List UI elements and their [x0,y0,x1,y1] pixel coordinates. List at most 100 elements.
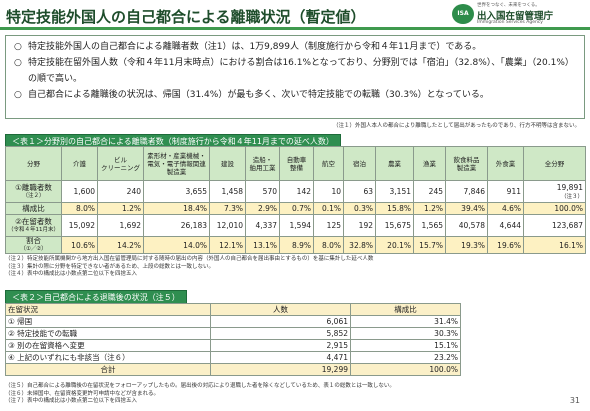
cell: 15.7% [413,236,446,254]
value: 125 [326,221,341,230]
bullet: 自己都合による離職後の状況は、帰国（31.4%）が最も多く、次いで特定技能での転… [14,87,576,103]
value: 7.3% [223,204,243,213]
cell: 8.0% [313,236,344,254]
value: 4,337 [255,221,277,230]
row-label: 構成比 [5,202,62,215]
value: 10 [331,187,341,196]
cell: 23.2% [350,351,461,364]
header-cell: 宿泊 [343,146,376,181]
cell: 6,061 [210,315,351,328]
header-cell: 建設 [209,146,246,181]
value: 1,692 [119,221,141,230]
header-cell: 分野 [5,146,62,181]
cell: 240 [97,180,144,203]
value: 12.1% [219,240,243,250]
cell-note: （注３） [560,194,583,200]
cell: 4,644 [487,214,524,237]
value: 7,846 [463,187,485,196]
cell: 10 [313,180,344,203]
value: 8.0% [75,204,95,213]
value: 1,565 [421,221,443,230]
cell: 15,092 [61,214,98,237]
cell: 39.4% [445,202,488,215]
cell: 1,600 [61,180,98,203]
row-label: 割合 （①／②） [5,236,62,254]
header-cell: 航空 [313,146,344,181]
value: 63 [363,187,373,196]
logo-english: Immigration Services Agency [477,20,543,25]
row-label: ②在留者数 （令和４年11月末） [5,214,62,237]
row-label: ①離職者数 （注２） [5,180,62,203]
cell: 12,010 [209,214,246,237]
cell: 142 [279,180,314,203]
row: ②在留者数 （令和４年11月末） 15,092 1,692 26,183 12,010 4,… [5,214,586,237]
cell: ④ 上記のいずれにも非該当（注６） [5,351,211,364]
value: 1.2% [423,204,443,213]
sublabel: （注２） [22,192,45,199]
value: 16.1% [559,240,583,250]
logo-tagline: 世界をつなぐ、未来をつくる。 [477,3,540,8]
value: 14.2% [117,240,141,250]
value: 245 [428,187,443,196]
value: 2.9% [257,204,277,213]
page-title: 特定技能外国人の自己都合による離職状況（暫定値） [6,8,366,26]
value: 14.0% [183,240,207,250]
header-cell: 農業 [375,146,414,181]
cell: 4,471 [210,351,351,364]
cell: 19,299 [210,363,351,376]
cell: 19.6% [487,236,524,254]
value: 12,010 [216,221,243,230]
value: 8.0% [321,240,341,250]
bullet: 特定技能外国人の自己都合による離職者数（注1）は、1万9,899人（制度施行から… [14,39,576,55]
cell: 1,565 [413,214,446,237]
notes: （注２）特定技能所属機関から地方出入国在留管理局に対する随時の届出の内容（外国人… [5,256,373,279]
value: 142 [296,187,311,196]
cell: 14.2% [97,236,144,254]
table: 分野 介護 ビル クリーニング 素形材・産業機械・ 電気・電子情報関連 製造業 建設 造船… [5,146,586,254]
cell: 32.8% [343,236,376,254]
value: 4,644 [499,221,521,230]
header-cell: 在留状況 [5,303,211,316]
header-row: 在留状況 人数 構成比 [5,303,461,316]
header-cell: 自動車 整備 [279,146,314,181]
logo-mark: ISA [452,4,474,24]
cell: 1,594 [279,214,314,237]
cell: 1.2% [413,202,446,215]
header-cell: 外食業 [487,146,524,181]
cell: 1,692 [97,214,144,237]
value: 570 [262,187,277,196]
value: 100.0% [554,204,583,213]
value: 15,092 [68,221,95,230]
value: 240 [126,187,141,196]
cell: 15.1% [350,339,461,352]
value: 10.6% [71,240,95,250]
value: 15.7% [419,240,443,250]
cell: 10.6% [61,236,98,254]
logo: ISA 世界をつなぐ、未来をつくる。 出入国在留管理庁 Immigration … [452,2,588,26]
value: 1,600 [73,187,95,196]
cell: 20.1% [375,236,414,254]
cell: 570 [245,180,280,203]
cell: 14.0% [143,236,210,254]
value: 4.6% [501,204,521,213]
cell: ① 帰国 [5,315,211,328]
cell: 2,915 [210,339,351,352]
header-cell: 人数 [210,303,351,316]
cell: 7.3% [209,202,246,215]
header-cell: 造船・ 舶用工業 [245,146,280,181]
cell: 8.0% [61,202,98,215]
cell: 31.4% [350,315,461,328]
row: ③ 別の在留資格へ変更 2,915 15.1% [5,339,461,352]
cell: 4.6% [487,202,524,215]
value: 19.6% [497,240,521,250]
cell: 8.9% [279,236,314,254]
value: 0.1% [321,204,341,213]
cell: 12.1% [209,236,246,254]
notes: （注５）自己都合による離職後の在留状況をフォローアップしたもの。届出後の対応によ… [5,383,395,406]
label: 割合 [26,236,41,245]
value: 192 [358,221,373,230]
header-cell: ビル クリーニング [97,146,144,181]
value: 3,655 [185,187,207,196]
cell: ③ 別の在留資格へ変更 [5,339,211,352]
cell: 1.2% [97,202,144,215]
